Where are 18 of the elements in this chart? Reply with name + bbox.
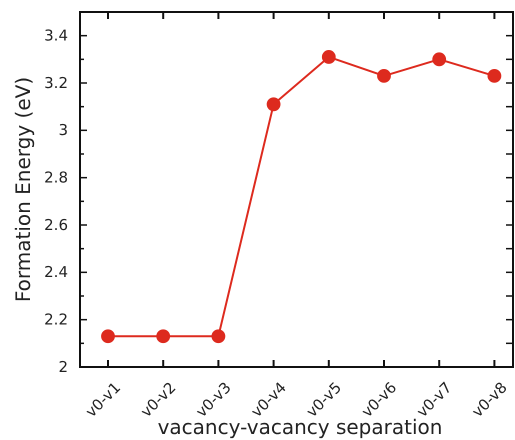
y-tick-label: 3.2 (44, 74, 68, 92)
y-tick-label: 2.8 (44, 168, 68, 186)
point (487, 69, 502, 83)
point (211, 329, 226, 344)
point (266, 97, 281, 112)
point (432, 52, 446, 66)
point (101, 329, 115, 344)
y-tick-label: 2 (58, 358, 68, 376)
x-axis-title: vacancy-vacancy separation (158, 415, 442, 439)
point (377, 69, 391, 83)
y-tick-label: 3 (58, 121, 68, 140)
y-axis-title: Formation Energy (eV) (11, 76, 35, 302)
y-tick-label: 2.6 (44, 216, 68, 234)
point (322, 50, 336, 64)
y-tick-label: 3.4 (44, 26, 68, 44)
y-tick-label: 2.4 (44, 263, 68, 282)
point (156, 329, 170, 344)
y-tick-label: 2.2 (44, 310, 68, 328)
